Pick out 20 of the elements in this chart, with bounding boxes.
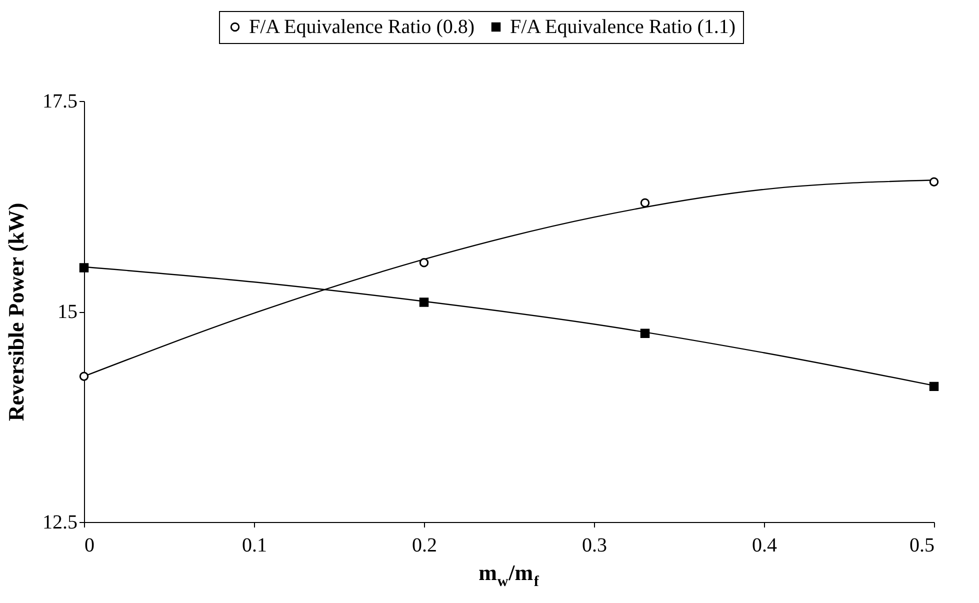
point bbox=[419, 298, 429, 307]
x-tick-label: 0.5 bbox=[910, 534, 934, 556]
x-tick-label: 0.1 bbox=[242, 534, 267, 556]
y-tick-label: 15 bbox=[58, 301, 78, 323]
point bbox=[640, 198, 650, 208]
legend-label: F/A Equivalence Ratio (0.8) bbox=[249, 16, 475, 38]
x-tick-label: 0.3 bbox=[582, 534, 607, 556]
x-tick-label: 0 bbox=[84, 534, 94, 556]
point bbox=[79, 372, 89, 381]
point bbox=[929, 177, 939, 186]
point bbox=[79, 263, 89, 272]
x-tick-label: 0.4 bbox=[752, 534, 777, 556]
y-tick-label: 17.5 bbox=[42, 90, 78, 112]
point bbox=[419, 258, 429, 268]
legend-label: F/A Equivalence Ratio (1.1) bbox=[510, 16, 736, 38]
y-tick-label: 12.5 bbox=[42, 512, 78, 534]
point bbox=[929, 382, 939, 392]
x-tick-label: 0.2 bbox=[412, 534, 437, 556]
point bbox=[640, 328, 650, 338]
y-axis-title: Reversible Power (kW) bbox=[4, 202, 28, 422]
